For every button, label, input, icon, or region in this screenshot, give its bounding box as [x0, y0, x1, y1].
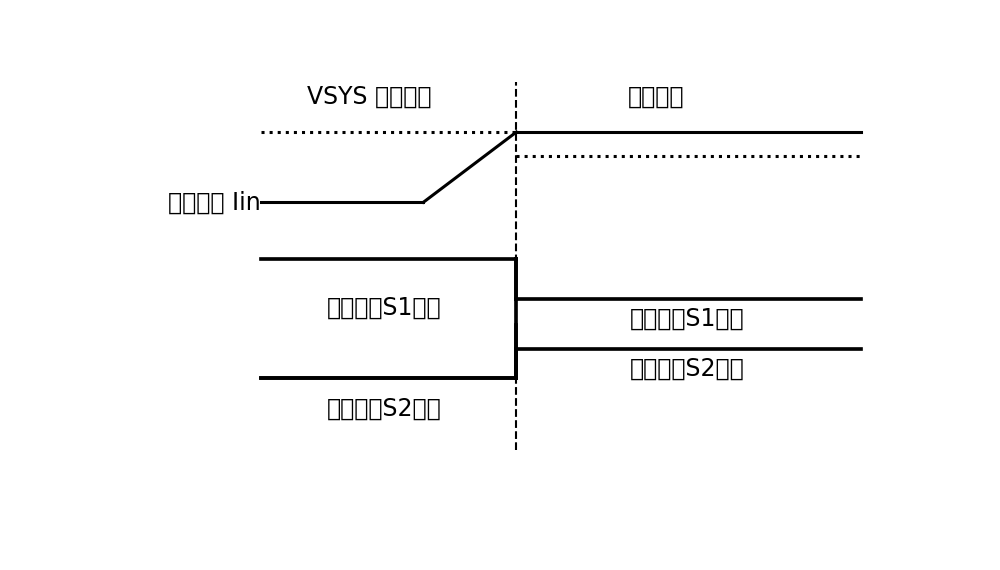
- Text: VSYS 输出恒压: VSYS 输出恒压: [307, 85, 431, 109]
- Text: 输入限流: 输入限流: [628, 85, 684, 109]
- Text: 输入电流 Iin: 输入电流 Iin: [168, 190, 260, 214]
- Text: 慢环开关S2断开: 慢环开关S2断开: [327, 397, 442, 421]
- Text: 慢环开关S2闭合: 慢环开关S2闭合: [630, 357, 744, 381]
- Text: 快环开关S1闭合: 快环开关S1闭合: [327, 296, 442, 320]
- Text: 快环开关S1断开: 快环开关S1断开: [630, 307, 744, 331]
